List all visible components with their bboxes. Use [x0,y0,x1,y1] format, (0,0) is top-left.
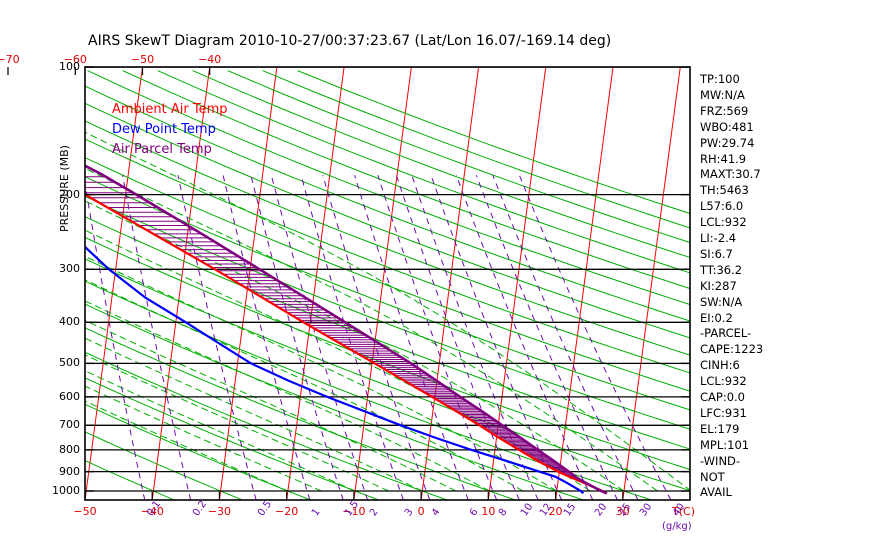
panel-row-lcl-932: LCL:932 [700,374,747,389]
panel-row-not: NOT [700,469,725,484]
pressure-tick-400: 400 [59,315,80,329]
pressure-tick-200: 200 [59,187,80,201]
top-temp-tick-5: −70 [0,53,20,66]
top-temp-tick-8: −40 [198,53,222,66]
bottom-temp-tick-1: −40 [140,505,164,518]
x-axis-mixing-ratio-title: (g/kg) [662,521,692,532]
panel-row-cape-1223: CAPE:1223 [700,342,764,357]
bottom-temp-tick-7: 20 [548,505,563,518]
panel-row-li--2.4: LI:-2.4 [700,231,737,245]
panel-row-rh-41.9: RH:41.9 [700,151,747,166]
bottom-temp-tick-6: 10 [481,505,496,518]
panel-row-ki-287: KI:287 [700,278,737,293]
panel-row-tp-100: TP:100 [700,72,740,86]
pressure-tick-100: 100 [59,60,80,73]
pressure-tick-900: 900 [59,464,80,478]
panel-row-el-179: EL:179 [700,421,740,436]
pressure-tick-1000: 1000 [52,484,80,497]
panel-row-mw-n-a: MW:N/A [700,87,745,102]
bottom-temp-tick-8: 30 [615,505,630,518]
pressure-tick-300: 300 [59,262,80,276]
cape-shading [85,176,594,488]
bottom-temp-tick-0: −50 [73,505,97,518]
panel-row-avail: AVAIL [700,485,732,500]
bottom-temp-tick-4: −10 [342,505,366,518]
panel-row--wind-: -WIND- [700,453,741,468]
panel-row-maxt-30.7: MAXT:30.7 [700,167,761,182]
bottom-temp-tick-2: −30 [207,505,232,518]
panel-row-cinh-6: CINH:6 [700,358,740,373]
moist-adiabat-lines [85,131,690,492]
panel-row-lfc-931: LFC:931 [700,405,747,420]
legend-ambient-air-temp: Ambient Air Temp [112,102,228,117]
plot-frame [84,66,691,501]
pressure-tick-600: 600 [59,389,80,403]
mixing-ratio-lines [85,175,672,500]
panel-row-l57-6.0: L57:6.0 [700,199,744,214]
panel-row-sw-n-a: SW:N/A [700,294,743,309]
x-axis-temperature-title: T(C) [672,505,695,518]
panel-row-tt-36.2: TT:36.2 [700,262,743,277]
pressure-tick-700: 700 [59,418,80,432]
top-temp-tick-6: −60 [63,53,87,66]
panel-row-cap-0.0: CAP:0.0 [700,390,745,404]
legend-dew-point-temp: Dew Point Temp [112,122,216,137]
top-temp-tick-7: −50 [130,53,155,66]
panel-row-si-6.7: SI:6.7 [700,246,733,261]
bottom-temp-tick-5: 0 [417,505,425,518]
pressure-tick-800: 800 [59,442,80,456]
panel-row-mpl-101: MPL:101 [700,437,750,452]
axis-ticks [7,66,690,500]
panel-row-pw-29.74: PW:29.74 [700,135,755,150]
page-title: AIRS SkewT Diagram 2010-10-27/00:37:23.6… [88,33,612,49]
panel-row-wbo-481: WBO:481 [700,119,754,134]
panel-row-ei-0.2: EI:0.2 [700,310,733,325]
bottom-temp-tick-3: −20 [275,505,299,518]
panel-row-th-5463: TH:5463 [700,183,749,198]
sounding-curves [85,164,608,495]
panel-row-lcl-932: LCL:932 [700,215,747,230]
panel-row--parcel-: -PARCEL- [700,326,752,341]
panel-row-frz-569: FRZ:569 [700,103,749,118]
legend-air-parcel-temp: Air Parcel Temp [112,142,212,157]
isobar-lines [85,67,690,492]
pressure-tick-500: 500 [59,356,80,370]
